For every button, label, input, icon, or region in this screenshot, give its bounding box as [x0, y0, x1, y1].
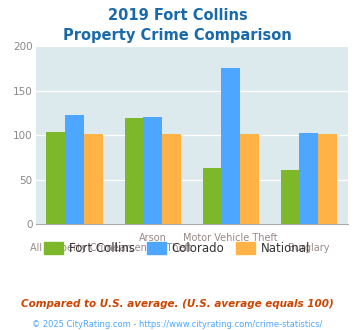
Bar [300, 133, 318, 224]
Bar [318, 134, 337, 224]
Text: © 2025 CityRating.com - https://www.cityrating.com/crime-statistics/: © 2025 CityRating.com - https://www.city… [32, 320, 323, 329]
Text: Motor Vehicle Theft: Motor Vehicle Theft [184, 233, 278, 243]
Bar [143, 117, 162, 224]
Text: All Property Crime: All Property Crime [30, 243, 119, 252]
Bar [125, 118, 143, 224]
Bar [84, 134, 103, 224]
Text: Arson: Arson [139, 233, 166, 243]
Text: 2019 Fort Collins: 2019 Fort Collins [108, 8, 247, 23]
Text: Property Crime Comparison: Property Crime Comparison [63, 28, 292, 43]
Bar [162, 134, 181, 224]
Text: Burglary: Burglary [288, 243, 329, 252]
Legend: Fort Collins, Colorado, National: Fort Collins, Colorado, National [40, 237, 315, 260]
Bar [240, 134, 259, 224]
Bar [281, 170, 300, 224]
Bar [222, 68, 240, 224]
Text: Compared to U.S. average. (U.S. average equals 100): Compared to U.S. average. (U.S. average … [21, 299, 334, 309]
Bar [65, 115, 84, 224]
Bar [203, 168, 222, 224]
Text: Larceny & Theft: Larceny & Theft [114, 243, 192, 252]
Bar [47, 132, 65, 224]
